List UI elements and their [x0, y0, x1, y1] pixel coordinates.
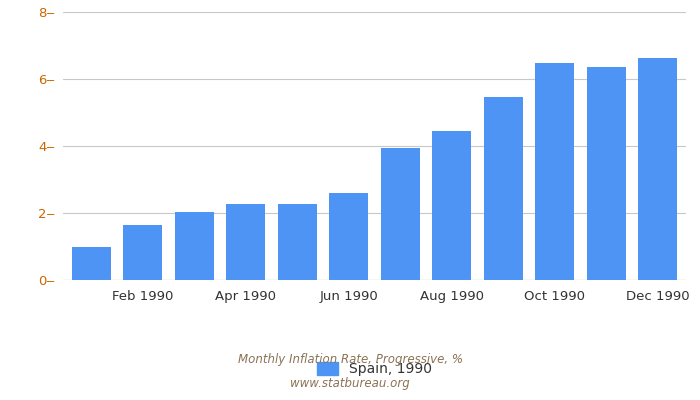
Bar	[72, 246, 111, 280]
Text: Monthly Inflation Rate, Progressive, %: Monthly Inflation Rate, Progressive, %	[237, 354, 463, 366]
Bar	[587, 67, 626, 280]
Bar	[330, 193, 368, 280]
Bar	[123, 225, 162, 280]
Bar	[227, 204, 265, 280]
Bar	[433, 131, 471, 280]
Bar	[175, 212, 214, 280]
Bar	[484, 98, 522, 280]
Bar	[381, 148, 419, 280]
Legend: Spain, 1990: Spain, 1990	[317, 362, 432, 376]
Bar	[638, 58, 677, 280]
Bar	[278, 204, 316, 280]
Bar	[536, 63, 574, 280]
Text: www.statbureau.org: www.statbureau.org	[290, 378, 410, 390]
